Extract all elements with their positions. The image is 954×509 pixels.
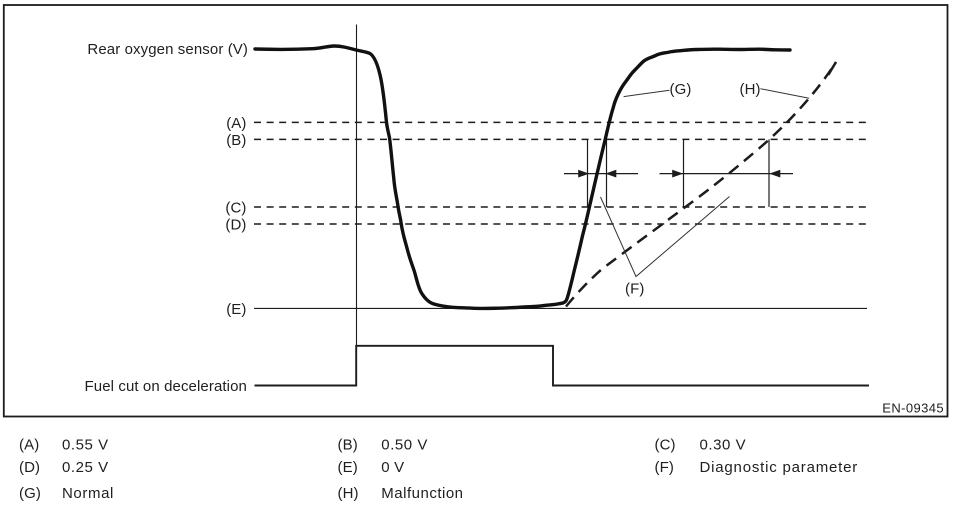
svg-text:(D): (D) bbox=[225, 216, 246, 233]
svg-text:EN-09345: EN-09345 bbox=[882, 400, 944, 415]
svg-text:(F): (F) bbox=[655, 459, 674, 476]
svg-text:(C): (C) bbox=[655, 436, 676, 453]
svg-text:(C): (C) bbox=[225, 199, 246, 216]
svg-text:(F): (F) bbox=[625, 281, 644, 298]
svg-text:(G): (G) bbox=[19, 485, 41, 502]
svg-text:(G): (G) bbox=[670, 81, 692, 98]
svg-text:0.50 V: 0.50 V bbox=[381, 436, 428, 453]
svg-text:(H): (H) bbox=[338, 485, 359, 502]
svg-text:0.25 V: 0.25 V bbox=[62, 459, 109, 476]
svg-text:0.30 V: 0.30 V bbox=[700, 436, 747, 453]
svg-text:(E): (E) bbox=[226, 301, 246, 318]
svg-text:Fuel cut on deceleration: Fuel cut on deceleration bbox=[85, 378, 248, 395]
svg-text:Normal: Normal bbox=[62, 485, 114, 502]
svg-text:(B): (B) bbox=[338, 436, 358, 453]
svg-text:(A): (A) bbox=[19, 436, 39, 453]
svg-text:0 V: 0 V bbox=[381, 459, 404, 476]
svg-text:(H): (H) bbox=[740, 81, 761, 98]
svg-text:Diagnostic parameter: Diagnostic parameter bbox=[700, 459, 859, 476]
svg-text:(A): (A) bbox=[226, 115, 246, 132]
svg-text:(E): (E) bbox=[338, 459, 358, 476]
svg-text:0.55 V: 0.55 V bbox=[62, 436, 109, 453]
svg-text:Malfunction: Malfunction bbox=[381, 485, 463, 502]
svg-text:Rear oxygen sensor (V): Rear oxygen sensor (V) bbox=[87, 41, 248, 58]
svg-text:(D): (D) bbox=[19, 459, 40, 476]
svg-text:(B): (B) bbox=[226, 132, 246, 149]
